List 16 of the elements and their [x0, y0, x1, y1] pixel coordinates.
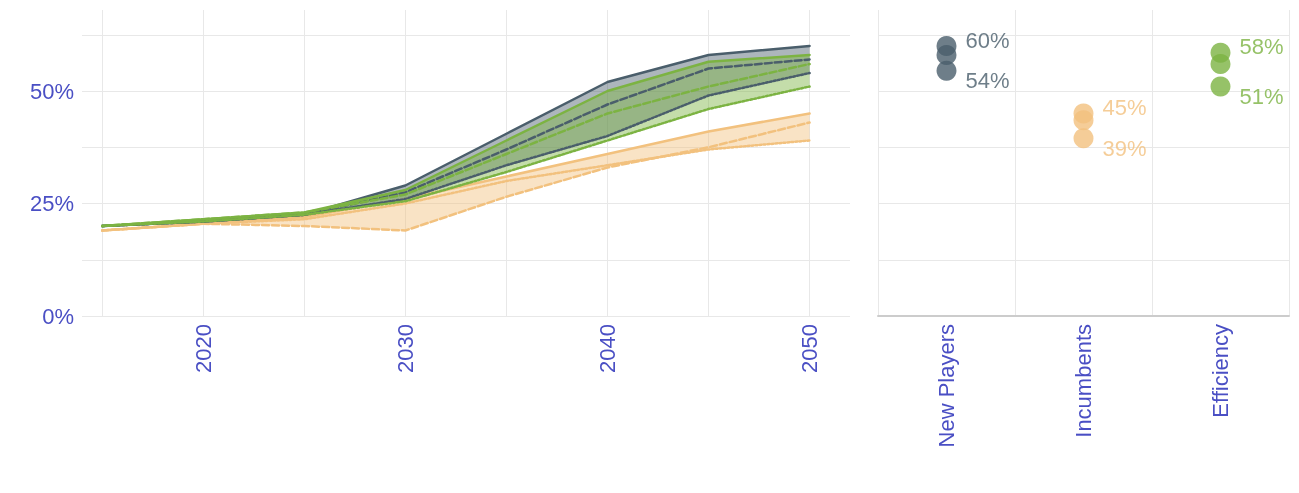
x-tick-label: 2020 [190, 324, 216, 373]
data-label: 45% [1102, 95, 1147, 120]
y-tick-label: 0% [42, 303, 74, 329]
data-label: 51% [1239, 84, 1284, 109]
x-tick-label: 2050 [797, 324, 823, 373]
data-label: 58% [1239, 34, 1284, 60]
x-tick-label: New Players [934, 324, 959, 448]
y-tick-label: 50% [29, 78, 74, 104]
x-tick-label: 2040 [594, 324, 620, 373]
x-tick-label: 2030 [392, 324, 418, 373]
x-tick-label: Efficiency [1208, 324, 1233, 418]
data-label: 60% [965, 27, 1010, 53]
y-tick-label: 25% [29, 191, 74, 216]
data-label: 54% [965, 68, 1010, 94]
x-tick-label: Incumbents [1071, 324, 1096, 438]
data-label: 39% [1102, 135, 1147, 161]
